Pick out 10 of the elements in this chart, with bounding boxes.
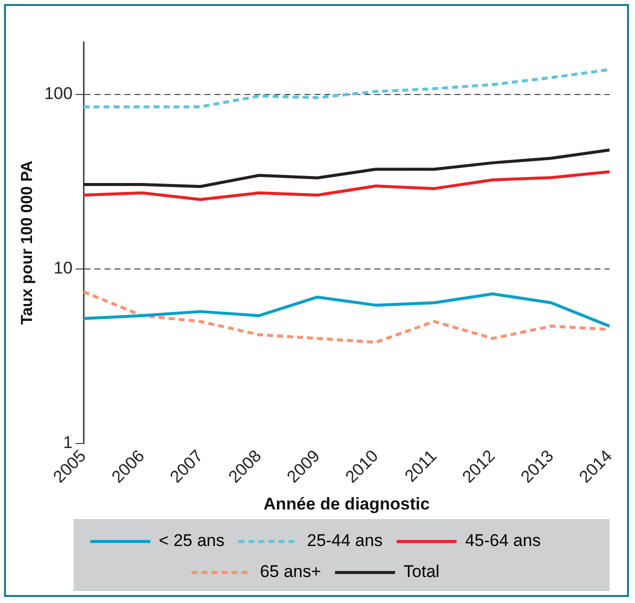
y-axis-title: Taux pour 100 000 PA [19, 160, 36, 325]
legend-label: < 25 ans [158, 531, 224, 550]
legend-label: 45-64 ans [465, 531, 541, 550]
y-tick-label: 10 [54, 258, 73, 278]
legend-label: 25-44 ans [306, 531, 383, 550]
y-tick-label: 100 [44, 84, 73, 104]
legend-label: Total [404, 562, 440, 582]
y-tick-label: 1 [63, 433, 73, 452]
legend-label: 65 ans+ [260, 562, 322, 582]
x-axis-title: Année de diagnostic [263, 494, 430, 514]
